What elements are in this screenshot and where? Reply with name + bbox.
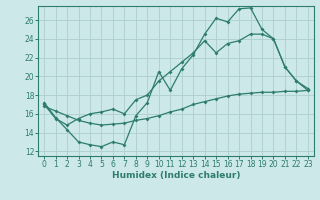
X-axis label: Humidex (Indice chaleur): Humidex (Indice chaleur) [112, 171, 240, 180]
